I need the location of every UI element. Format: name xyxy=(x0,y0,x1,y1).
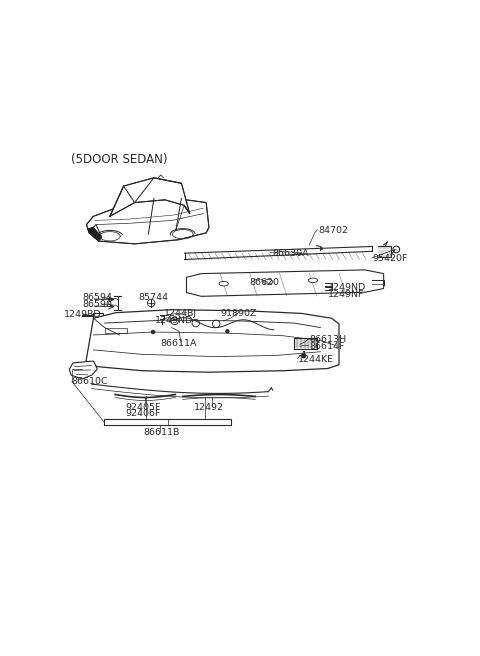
Text: 86620: 86620 xyxy=(250,278,280,287)
Text: 1249NF: 1249NF xyxy=(328,289,364,298)
Text: 84702: 84702 xyxy=(319,226,348,236)
Text: (5DOOR SEDAN): (5DOOR SEDAN) xyxy=(71,153,168,166)
Text: 86630A: 86630A xyxy=(272,249,309,258)
Polygon shape xyxy=(110,178,190,216)
Polygon shape xyxy=(69,361,97,379)
Polygon shape xyxy=(86,310,339,372)
Text: 1249BD: 1249BD xyxy=(64,310,101,319)
Text: 86614F: 86614F xyxy=(309,342,345,351)
Text: 92405F: 92405F xyxy=(125,403,160,412)
Polygon shape xyxy=(186,270,384,297)
Polygon shape xyxy=(86,198,209,244)
Text: 1244BJ: 1244BJ xyxy=(164,309,197,318)
Ellipse shape xyxy=(219,281,228,286)
Text: 85744: 85744 xyxy=(138,293,168,302)
Text: 12492: 12492 xyxy=(194,403,224,412)
Circle shape xyxy=(152,331,155,333)
Text: 91890Z: 91890Z xyxy=(220,309,256,318)
Text: 86594: 86594 xyxy=(83,293,112,302)
Text: 1249ND: 1249ND xyxy=(328,283,366,292)
Text: 92406F: 92406F xyxy=(125,409,160,419)
Text: 86611B: 86611B xyxy=(144,428,180,437)
Text: 1249ND: 1249ND xyxy=(155,316,193,325)
Text: 95420F: 95420F xyxy=(372,255,408,263)
Polygon shape xyxy=(88,228,102,241)
Text: 1244KE: 1244KE xyxy=(298,355,334,363)
Text: 86613H: 86613H xyxy=(309,335,347,344)
Ellipse shape xyxy=(264,279,273,284)
Circle shape xyxy=(302,354,305,358)
Text: 86611A: 86611A xyxy=(160,338,197,348)
Text: 86610C: 86610C xyxy=(71,377,108,386)
Text: 86590: 86590 xyxy=(83,300,112,309)
Circle shape xyxy=(226,330,229,333)
Ellipse shape xyxy=(308,278,318,283)
